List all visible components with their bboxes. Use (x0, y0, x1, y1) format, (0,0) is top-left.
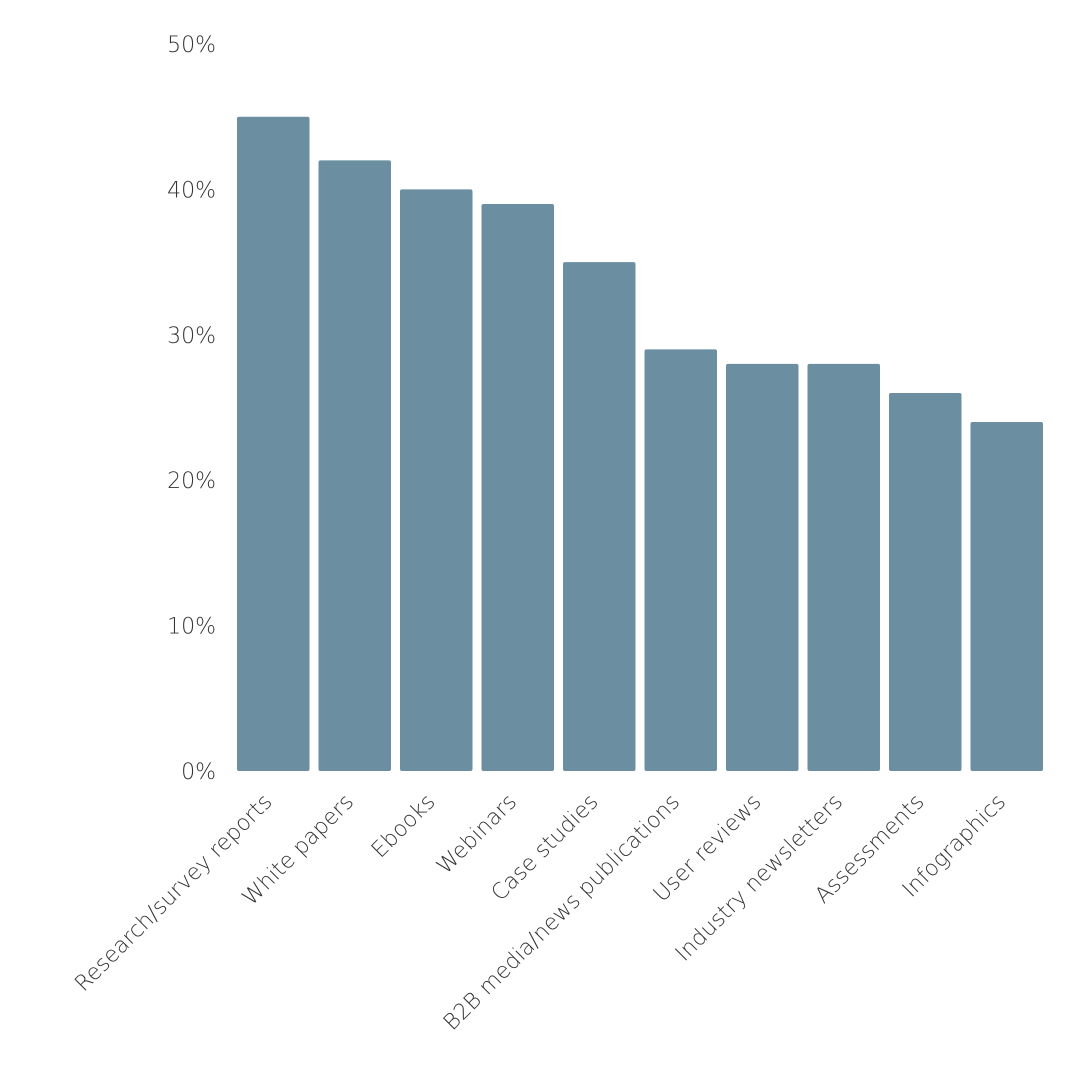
y-tick-label: 0% (181, 760, 216, 785)
y-tick-label: 50% (167, 33, 216, 58)
y-tick-label: 10% (167, 615, 216, 640)
bar (726, 363, 799, 771)
bar (318, 160, 391, 771)
bars-group (237, 116, 1043, 771)
bar (970, 422, 1043, 771)
bar (807, 363, 880, 771)
bar (644, 349, 717, 771)
bar (400, 189, 473, 771)
bar (563, 262, 636, 771)
y-tick-label: 30% (167, 324, 216, 349)
y-axis: 0% 10% 20% 30% 40% 50% (167, 33, 216, 785)
bar (889, 392, 962, 771)
y-tick-label: 20% (167, 469, 216, 494)
bar (481, 203, 554, 771)
x-tick-label: Industry newsletters (671, 790, 848, 967)
bar (237, 116, 310, 771)
y-tick-label: 40% (167, 178, 216, 203)
x-tick-label: Ebooks (367, 790, 441, 864)
